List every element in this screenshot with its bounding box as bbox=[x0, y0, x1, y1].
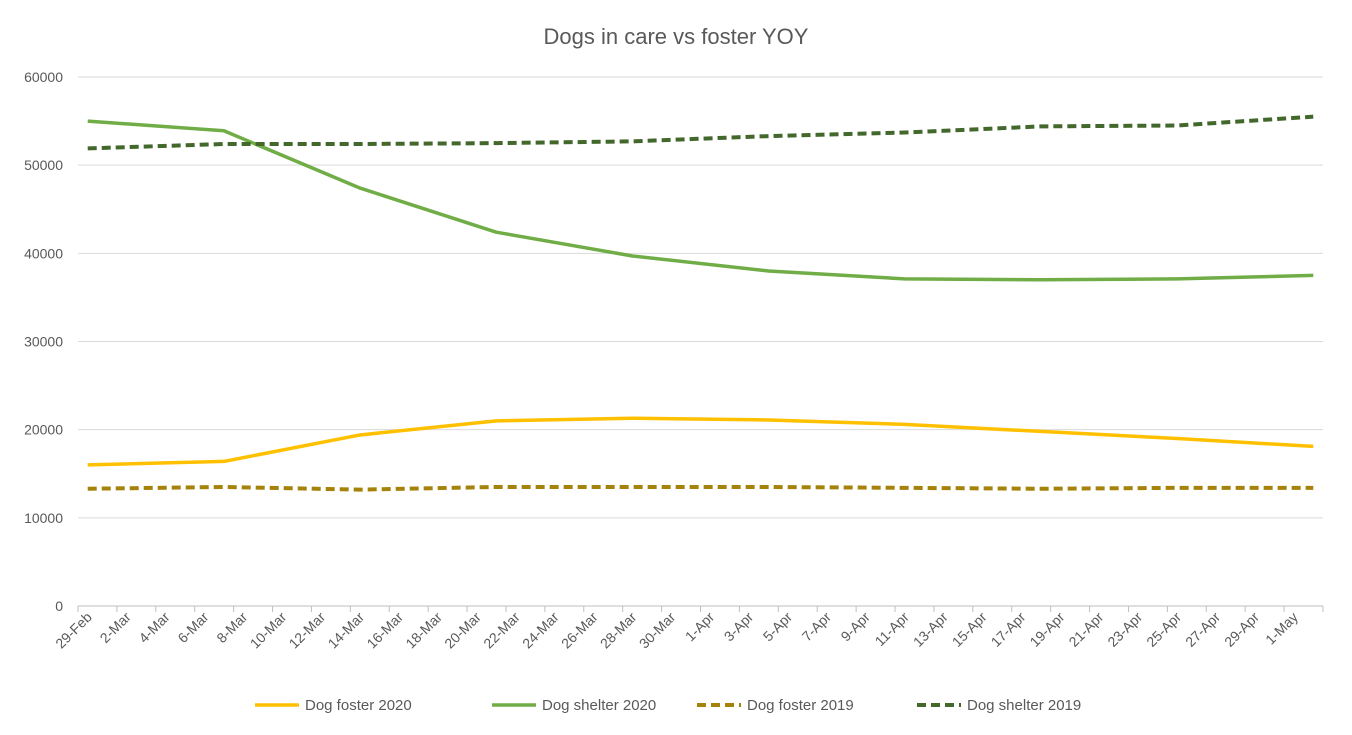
x-tick-label: 2-Mar bbox=[97, 609, 134, 646]
legend-label: Dog foster 2020 bbox=[305, 697, 412, 714]
legend-label: Dog shelter 2019 bbox=[967, 697, 1081, 714]
x-tick-label: 3-Apr bbox=[721, 609, 757, 645]
x-tick-label: 6-Mar bbox=[174, 609, 211, 646]
x-axis: 29-Feb 2-Mar 4-Mar 6-Mar 8-Mar10-Mar12-Mar14… bbox=[52, 605, 1324, 652]
x-tick-label: 29-Feb bbox=[52, 609, 95, 652]
chart-title: Dogs in care vs foster YOY bbox=[544, 24, 809, 49]
x-tick-label: 1-Apr bbox=[682, 609, 718, 645]
x-tick-label: 26-Mar bbox=[558, 609, 601, 652]
y-tick-label: 50000 bbox=[24, 157, 63, 173]
x-tick-label: 7-Apr bbox=[799, 609, 835, 645]
x-tick-label: 10-Mar bbox=[247, 609, 290, 652]
x-tick-label: 30-Mar bbox=[636, 609, 679, 652]
x-tick-label: 23-Apr bbox=[1104, 609, 1145, 650]
x-tick-label: 29-Apr bbox=[1221, 609, 1262, 650]
legend-label: Dog foster 2019 bbox=[747, 697, 854, 714]
x-tick-label: 5-Apr bbox=[760, 609, 796, 645]
x-tick-label: 20-Mar bbox=[441, 609, 484, 652]
y-tick-label: 40000 bbox=[24, 245, 63, 261]
x-tick-label: 24-Mar bbox=[519, 609, 562, 652]
x-tick-label: 1-May bbox=[1262, 609, 1301, 648]
y-tick-label: 10000 bbox=[24, 510, 63, 526]
gridlines bbox=[78, 76, 1323, 519]
x-tick-label: 18-Mar bbox=[402, 609, 445, 652]
x-tick-label: 13-Apr bbox=[910, 609, 951, 650]
x-tick-label: 25-Apr bbox=[1143, 609, 1184, 650]
x-tick-label: 28-Mar bbox=[597, 609, 640, 652]
x-tick-label: 19-Apr bbox=[1026, 609, 1067, 650]
x-tick-label: 16-Mar bbox=[363, 609, 406, 652]
x-tick-label: 9-Apr bbox=[837, 609, 873, 645]
series-line bbox=[87, 484, 1314, 492]
x-tick-label: 15-Apr bbox=[949, 609, 990, 650]
x-tick-label: 17-Apr bbox=[988, 609, 1029, 650]
legend-label: Dog shelter 2020 bbox=[542, 697, 656, 714]
y-tick-label: 30000 bbox=[24, 334, 63, 350]
series-line bbox=[87, 119, 1314, 282]
x-tick-label: 4-Mar bbox=[135, 609, 172, 646]
x-tick-label: 14-Mar bbox=[325, 609, 368, 652]
series-lines bbox=[87, 114, 1314, 492]
x-tick-label: 22-Mar bbox=[480, 609, 523, 652]
y-tick-label: 60000 bbox=[24, 69, 63, 85]
x-tick-label: 21-Apr bbox=[1065, 609, 1106, 650]
legend: Dog foster 2020 Dog shelter 2020 Dog foste… bbox=[255, 697, 1081, 714]
x-tick-label: 12-Mar bbox=[286, 609, 329, 652]
y-axis: 0 10000 20000 30000 40000 50000 60000 bbox=[24, 69, 63, 614]
y-tick-label: 0 bbox=[55, 598, 63, 614]
x-tick-label: 27-Apr bbox=[1182, 609, 1223, 650]
x-tick-label: 11-Apr bbox=[872, 609, 913, 650]
y-tick-label: 20000 bbox=[24, 422, 63, 438]
series-line bbox=[87, 416, 1314, 467]
x-tick-label: 8-Mar bbox=[213, 609, 250, 646]
series-line bbox=[87, 114, 1314, 151]
